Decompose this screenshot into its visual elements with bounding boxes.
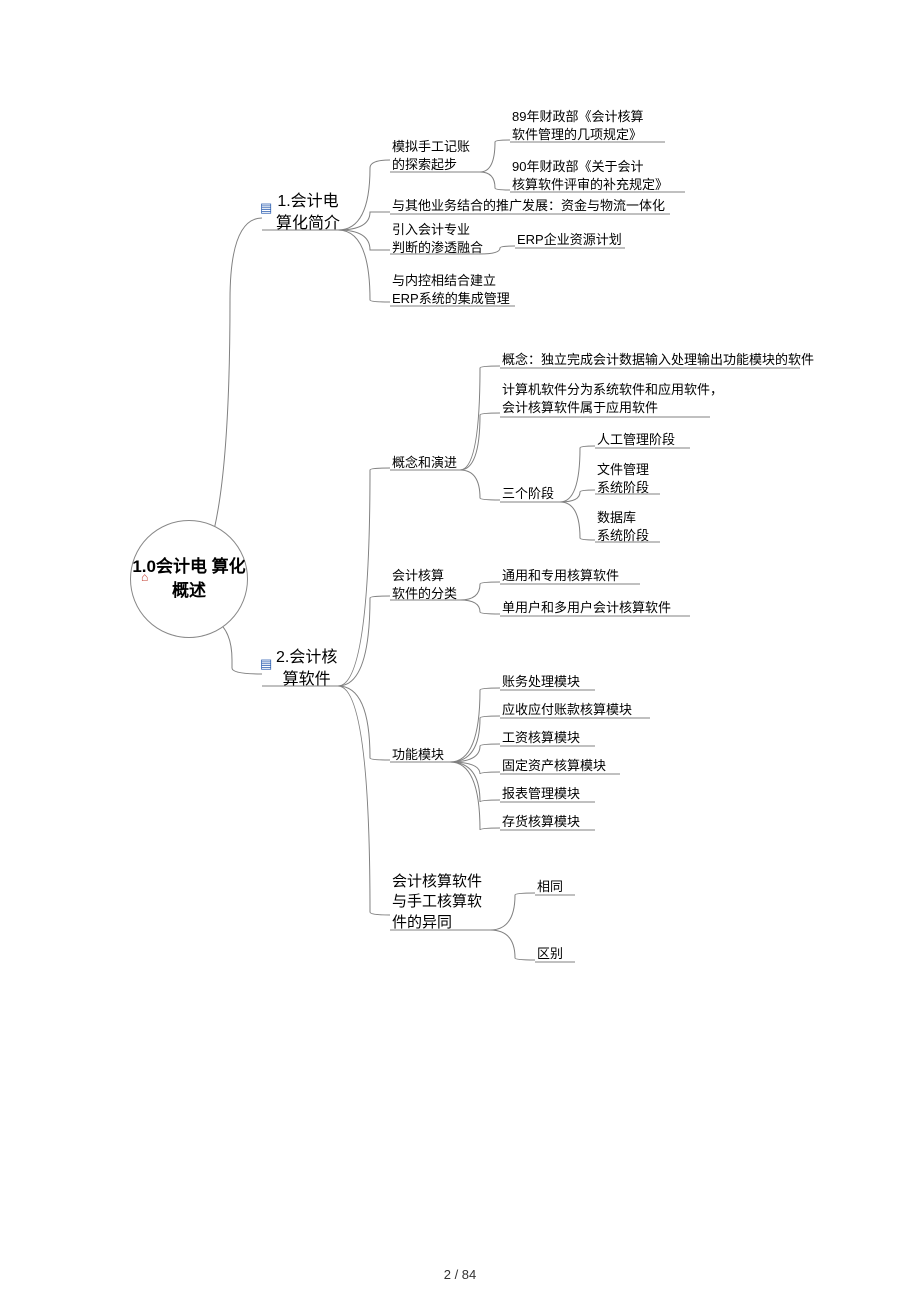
branch2-node[interactable]: 2.会计核 算软件 [276, 647, 337, 690]
connector-layer [0, 0, 920, 1302]
branch1-n2[interactable]: 与其他业务结合的推广发展：资金与物流一体化 [392, 197, 665, 215]
branch2-s2b[interactable]: 单用户和多用户会计核算软件 [502, 599, 671, 617]
branch2-s1c1[interactable]: 人工管理阶段 [597, 431, 675, 449]
branch1-n1b[interactable]: 90年财政部《关于会计 核算软件评审的补充规定》 [512, 158, 668, 193]
branch2-s1c[interactable]: 三个阶段 [502, 485, 554, 503]
branch2-s2a[interactable]: 通用和专用核算软件 [502, 567, 619, 585]
branch2-s1c3[interactable]: 数据库 系统阶段 [597, 509, 649, 544]
branch1-n3[interactable]: 引入会计专业 判断的渗透融合 [392, 221, 483, 256]
branch2-s3d[interactable]: 固定资产核算模块 [502, 757, 606, 775]
branch1-node[interactable]: 1.会计电 算化简介 [276, 191, 340, 234]
root-node[interactable]: ⌂ 1.0会计电 算化概述 [130, 520, 248, 638]
branch2-s3e[interactable]: 报表管理模块 [502, 785, 580, 803]
branch2-s3a[interactable]: 账务处理模块 [502, 673, 580, 691]
branch2-s1[interactable]: 概念和演进 [392, 454, 457, 472]
root-label: 1.0会计电 算化概述 [131, 555, 247, 603]
branch2-s4a[interactable]: 相同 [537, 878, 563, 896]
home-icon: ⌂ [141, 569, 148, 586]
branch2-s4b[interactable]: 区别 [537, 945, 563, 963]
list-icon: ▤ [260, 656, 272, 672]
branch2-s3b[interactable]: 应收应付账款核算模块 [502, 701, 632, 719]
branch2-s3f[interactable]: 存货核算模块 [502, 813, 580, 831]
branch1-n4[interactable]: 与内控相结合建立 ERP系统的集成管理 [392, 272, 510, 307]
branch2-s1b[interactable]: 计算机软件分为系统软件和应用软件， 会计核算软件属于应用软件 [502, 381, 723, 416]
branch2-s1a[interactable]: 概念：独立完成会计数据输入处理输出功能模块的软件 [502, 351, 814, 369]
branch1-n3a[interactable]: ERP企业资源计划 [517, 231, 622, 249]
branch2-s3[interactable]: 功能模块 [392, 746, 444, 764]
page-footer: 2 / 84 [0, 1267, 920, 1282]
branch2-s2[interactable]: 会计核算 软件的分类 [392, 567, 457, 602]
branch1-n1[interactable]: 模拟手工记账 的探索起步 [392, 138, 470, 173]
list-icon: ▤ [260, 200, 272, 216]
branch2-s1c2[interactable]: 文件管理 系统阶段 [597, 461, 649, 496]
branch2-s4[interactable]: 会计核算软件 与手工核算软 件的异同 [392, 872, 482, 933]
branch1-n1a[interactable]: 89年财政部《会计核算 软件管理的几项规定》 [512, 108, 643, 143]
branch2-s3c[interactable]: 工资核算模块 [502, 729, 580, 747]
